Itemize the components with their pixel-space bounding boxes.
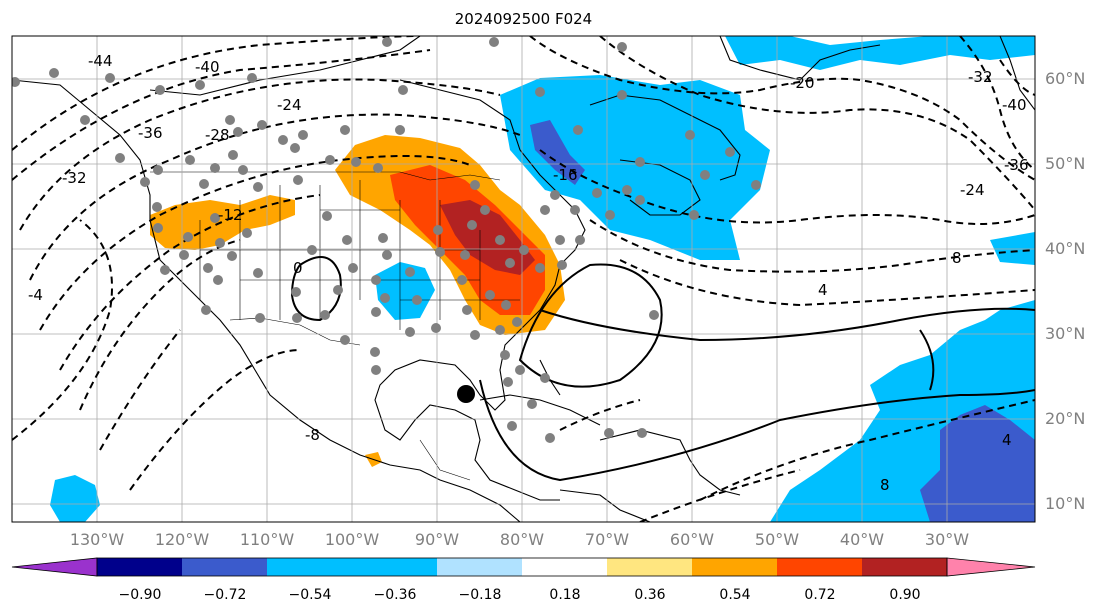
lat-label: 40°N [1045,239,1085,258]
blue-region-southcentral [375,262,435,320]
lat-label: 30°N [1045,324,1085,343]
lon-label: 60°W [670,530,714,549]
colorbar-segment [692,558,777,576]
contour-label: -20 [790,74,815,92]
contour-label: -8 [305,426,320,444]
colorbar-tick-label: −0.72 [204,587,247,603]
contour-label: -12 [218,206,243,224]
contour-label: -36 [138,124,163,142]
colorbar-tick-label: −0.18 [459,587,502,603]
plot-title: 2024092500 F024 [454,10,593,28]
blue-region-east-atlantic [990,232,1035,265]
darkblue-region-atlantic [920,405,1035,522]
latitude-labels: 60°N 50°N 40°N 30°N 20°N 10°N [1045,69,1085,513]
longitude-labels: 130°W 120°W 110°W 100°W 90°W 80°W 70°W 6… [70,530,969,549]
contours-solid [290,256,1035,482]
colorbar-min-extend [11,557,98,577]
contour-label: -4 [28,286,43,304]
contour-label: -40 [195,58,220,76]
colorbar-max-extend [946,557,1036,577]
colorbar-tick-label: 0.18 [549,587,580,603]
lat-label: 10°N [1045,494,1085,513]
lon-label: 70°W [585,530,629,549]
lon-label: 90°W [415,530,459,549]
lon-label: 100°W [325,530,380,549]
contour-labels: -44 -40 -36 -32 -28 -24 -20 -16 -12 -8 -… [28,52,1029,494]
colorbar-tick-label: 0.54 [719,587,750,603]
contour-label: -16 [553,166,578,184]
colorbar-segment [607,558,692,576]
lon-label: 110°W [240,530,295,549]
contours-dashed [12,36,1035,522]
darkblue-region-canada [530,120,585,185]
lon-label: 130°W [70,530,125,549]
contour-label: 8 [880,476,890,494]
blue-region-greenland [725,36,1035,70]
contour-label: -40 [1002,96,1027,114]
contour-label: 0 [293,259,303,277]
lon-label: 40°W [840,530,884,549]
colorbar-segment [437,558,522,576]
borders [150,171,520,481]
storm-center-dot [457,385,475,403]
contour-label: 8 [952,249,962,267]
lon-label: 30°W [925,530,969,549]
colorbar-segment [97,558,182,576]
lat-label: 50°N [1045,154,1085,173]
lat-label: 60°N [1045,69,1085,88]
contour-label: -24 [277,96,302,114]
colorbar-tick-label: 0.90 [889,587,920,603]
contour-label: 4 [818,281,828,299]
map-frame [11,35,1036,523]
colorbar-tick-label: 0.72 [804,587,835,603]
contour-label: -24 [960,181,985,199]
colorbar-tick-label: −0.54 [289,587,332,603]
blue-region-pacific [50,475,100,522]
lon-label: 50°W [755,530,799,549]
lon-label: 80°W [500,530,544,549]
colorbar-tick-label: −0.36 [374,587,417,603]
contour-label: -32 [968,68,993,86]
colorbar-segment [522,558,607,576]
lat-label: 20°N [1045,409,1085,428]
colorbar-segment [267,558,352,576]
contour-label: -28 [205,126,230,144]
colorbar-tick-label: 0.36 [634,587,665,603]
station-markers [12,37,761,443]
contour-label: -32 [62,169,87,187]
colorbar-tick-label: −0.90 [119,587,162,603]
colorbar: −0.90 −0.72 −0.54 −0.36 −0.18 0.18 0.36 … [11,557,1036,603]
lon-label: 120°W [155,530,210,549]
colorbar-segment [352,558,437,576]
contour-label: -36 [1004,156,1029,174]
darkred-region-east [440,200,535,275]
colorbar-segment [777,558,862,576]
colorbar-segment [182,558,267,576]
contour-label: -44 [88,52,113,70]
colorbar-segment [862,558,947,576]
contour-label: 4 [1002,431,1012,449]
